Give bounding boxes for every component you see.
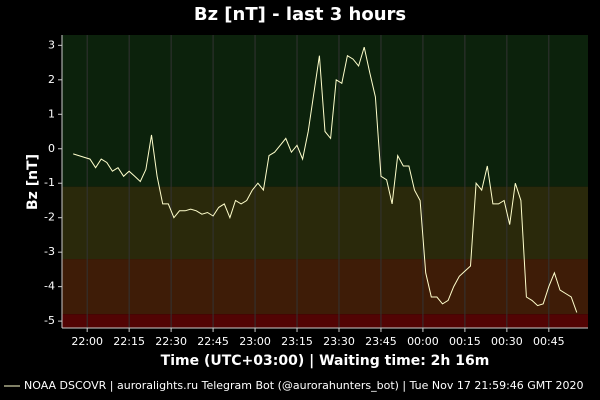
y-tick-label: -1	[44, 176, 55, 189]
footer: NOAA DSCOVR | auroralights.ru Telegram B…	[24, 379, 584, 392]
x-tick-label: 00:15	[449, 335, 481, 348]
y-axis-label: Bz [nT]	[25, 154, 41, 210]
y-tick-label: -3	[44, 245, 55, 258]
band	[62, 35, 588, 187]
x-tick-label: 22:45	[197, 335, 229, 348]
x-tick-label: 00:45	[533, 335, 565, 348]
x-axis-label: Time (UTC+03:00) | Waiting time: 2h 16m	[161, 353, 490, 369]
y-tick-label: -4	[44, 280, 55, 293]
y-tick-label: -5	[44, 314, 55, 327]
data-line	[73, 46, 578, 313]
x-tick-label: 22:30	[155, 335, 187, 348]
x-tick-label: 23:00	[239, 335, 271, 348]
y-tick-label: 2	[48, 73, 55, 86]
chart-title: Bz [nT] - last 3 hours	[194, 4, 406, 25]
x-tick-label: 23:30	[323, 335, 355, 348]
band	[62, 314, 588, 328]
x-tick-label: 22:00	[71, 335, 103, 348]
band	[62, 186, 588, 260]
x-tick-label: 00:30	[491, 335, 523, 348]
y-tick-label: 3	[48, 38, 55, 51]
x-tick-label: 23:15	[281, 335, 313, 348]
y-tick-label: 0	[48, 142, 55, 155]
x-tick-label: 00:00	[407, 335, 439, 348]
x-tick-label: 22:15	[113, 335, 145, 348]
y-tick-label: 1	[48, 107, 55, 120]
x-tick-label: 23:45	[365, 335, 397, 348]
y-tick-label: -2	[44, 211, 55, 224]
band	[62, 259, 588, 315]
